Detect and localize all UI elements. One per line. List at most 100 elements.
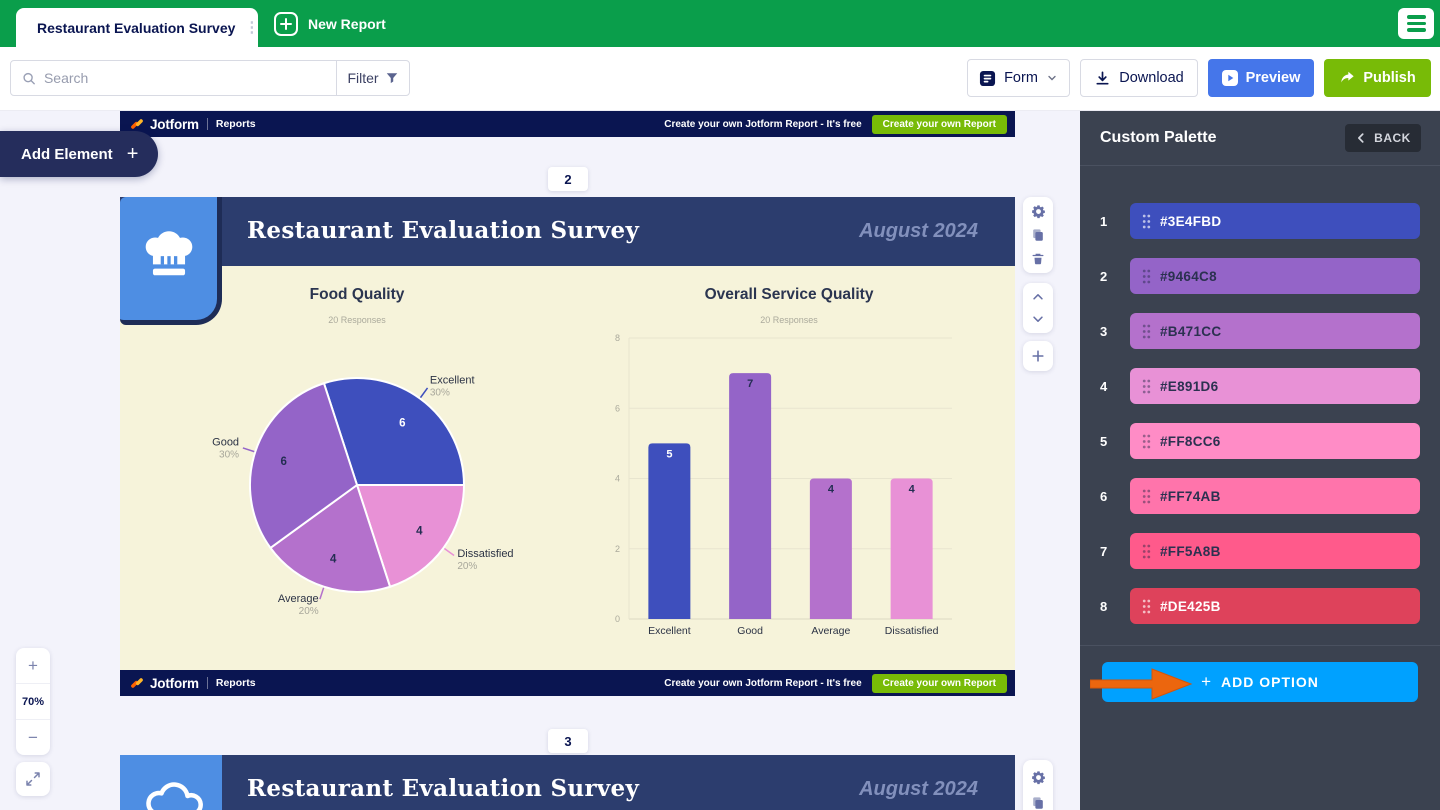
delete-page-button[interactable] — [1027, 250, 1049, 268]
copy-icon — [1033, 229, 1043, 241]
drag-handle[interactable] — [1142, 324, 1151, 339]
download-button[interactable]: Download — [1080, 59, 1198, 97]
jotform-logo-icon — [131, 678, 143, 688]
back-label: BACK — [1374, 131, 1411, 145]
move-up-button[interactable] — [1027, 288, 1049, 306]
tab-menu-dots-icon[interactable]: ⋮ — [244, 19, 260, 36]
hamburger-icon — [1406, 15, 1426, 19]
form-dropdown[interactable]: Form — [967, 59, 1070, 97]
palette-index: 3 — [1100, 323, 1108, 339]
drag-handle[interactable] — [1142, 434, 1151, 449]
plus-icon: + — [126, 142, 139, 165]
new-report-label: New Report — [308, 15, 386, 32]
page-settings-button[interactable] — [1027, 768, 1049, 786]
create-report-button[interactable]: Create your own Report — [871, 114, 1007, 134]
svg-text:6: 6 — [615, 403, 620, 413]
report-icon-box[interactable] — [120, 755, 222, 810]
tab-restaurant-evaluation-survey[interactable]: Restaurant Evaluation Survey ⋮ — [16, 8, 260, 47]
palette-row: 6 #FF74AB — [1100, 478, 1420, 514]
search-box[interactable] — [11, 61, 336, 95]
palette-hex-value: #E891D6 — [1160, 378, 1219, 394]
page-number: 3 — [564, 733, 572, 749]
palette-index: 6 — [1100, 488, 1108, 504]
charts-canvas[interactable]: 0 2 4 6 8 5 Excellent 7 Good 4 Average 4 Dissatisfie… — [120, 266, 1015, 670]
divider — [1080, 645, 1440, 646]
report-brand-bar-top: Jotform Reports Create your own Jotform … — [120, 111, 1015, 137]
drag-handle[interactable] — [1142, 214, 1151, 229]
add-page-button[interactable] — [1027, 347, 1049, 365]
drag-handle[interactable] — [1142, 379, 1151, 394]
palette-swatch-7[interactable]: #FF5A8B — [1130, 533, 1420, 569]
add-element-button[interactable]: Add Element + — [0, 131, 158, 177]
drag-handle-icon — [1142, 269, 1151, 283]
svg-text:4: 4 — [615, 474, 620, 484]
svg-text:Average: Average — [811, 625, 850, 637]
zoom-controls: + 70% − — [16, 648, 50, 755]
palette-swatch-3[interactable]: #B471CC — [1130, 313, 1420, 349]
search-icon — [23, 72, 35, 84]
svg-text:6: 6 — [399, 418, 405, 430]
chevron-down-icon — [1033, 316, 1043, 323]
page-number: 2 — [564, 171, 572, 187]
publish-label: Publish — [1363, 70, 1416, 86]
palette-row: 5 #FF8CC6 — [1100, 423, 1420, 459]
palette-index: 1 — [1100, 213, 1108, 229]
toolbar: Filter Form Download — [0, 47, 1440, 111]
svg-text:30%: 30% — [219, 450, 239, 461]
pie-slice-good — [249, 381, 359, 550]
svg-text:4: 4 — [330, 553, 337, 565]
gear-icon — [1031, 205, 1045, 219]
palette-swatch-4[interactable]: #E891D6 — [1130, 368, 1420, 404]
palette-swatch-2[interactable]: #9464C8 — [1130, 258, 1420, 294]
drag-handle-icon — [1142, 214, 1151, 228]
download-label: Download — [1119, 70, 1184, 86]
duplicate-page-button[interactable] — [1027, 794, 1049, 810]
promo-text: Create your own Jotform Report - It's fr… — [664, 118, 862, 130]
palette-swatch-5[interactable]: #FF8CC6 — [1130, 423, 1420, 459]
bar-average — [809, 478, 852, 619]
form-icon — [980, 70, 996, 86]
fullscreen-button[interactable] — [16, 762, 50, 796]
publish-button[interactable]: Publish — [1324, 59, 1431, 97]
page2-header[interactable]: Restaurant Evaluation Survey August 2024 — [120, 197, 1015, 266]
page3-actions-card — [1023, 760, 1053, 810]
palette-swatch-6[interactable]: #FF74AB — [1130, 478, 1420, 514]
page-settings-button[interactable] — [1027, 203, 1049, 221]
expand-icon — [26, 772, 40, 786]
svg-text:2: 2 — [615, 544, 620, 554]
pie-slice-average — [269, 483, 392, 593]
filter-label: Filter — [347, 70, 379, 86]
report-icon-box[interactable] — [120, 197, 222, 325]
report-date: August 2024 — [859, 778, 978, 800]
jotform-logo-icon — [131, 119, 143, 129]
page-number-badge-2: 2 — [548, 167, 588, 191]
preview-button[interactable]: Preview — [1208, 59, 1314, 97]
zoom-in-button[interactable]: + — [28, 655, 38, 675]
create-report-button[interactable]: Create your own Report — [871, 673, 1007, 693]
drag-handle[interactable] — [1142, 269, 1151, 284]
drag-handle[interactable] — [1142, 489, 1151, 504]
drag-handle-icon — [1142, 489, 1151, 503]
pie-slice-dissatisfied — [355, 484, 466, 589]
plus-icon — [1032, 350, 1044, 362]
drag-handle[interactable] — [1142, 544, 1151, 559]
palette-swatch-1[interactable]: #3E4FBD — [1130, 203, 1420, 239]
main-menu-button[interactable] — [1398, 8, 1434, 39]
new-report-tab[interactable]: New Report — [264, 0, 396, 47]
report-brand-bar-bottom: Jotform Reports Create your own Jotform … — [120, 670, 1015, 696]
move-down-button[interactable] — [1027, 310, 1049, 328]
add-option-label: ADD OPTION — [1221, 674, 1319, 690]
search-input[interactable] — [43, 70, 336, 86]
back-button[interactable]: BACK — [1345, 124, 1421, 152]
palette-row: 1 #3E4FBD — [1100, 203, 1420, 239]
filter-button[interactable]: Filter — [337, 61, 409, 95]
drag-handle[interactable] — [1142, 599, 1151, 614]
palette-swatch-8[interactable]: #DE425B — [1130, 588, 1420, 624]
duplicate-page-button[interactable] — [1027, 226, 1049, 244]
divider — [206, 118, 208, 130]
zoom-out-button[interactable]: − — [28, 727, 38, 747]
filter-funnel-icon — [386, 73, 397, 84]
palette-row: 7 #FF5A8B — [1100, 533, 1420, 569]
page3-header[interactable]: Restaurant Evaluation Survey August 2024 — [120, 755, 1015, 810]
palette-hex-value: #DE425B — [1160, 598, 1221, 614]
